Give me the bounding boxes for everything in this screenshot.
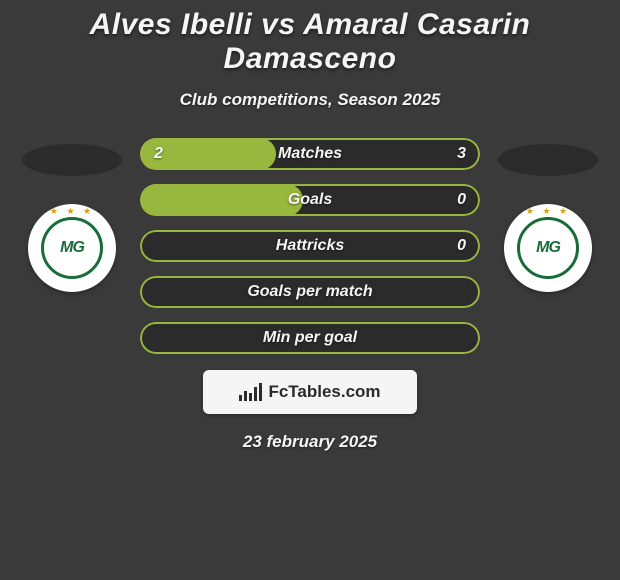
stat-label: Goals per match [247,283,372,301]
subtitle: Club competitions, Season 2025 [0,90,620,110]
stat-right-value: 0 [457,237,466,255]
right-player-ellipse [498,144,598,176]
brand-text: FcTables.com [268,382,380,402]
stat-label: Min per goal [263,329,357,347]
stat-label: Hattricks [276,237,344,255]
right-badge-text: MG [536,239,560,257]
stat-left-value: 2 [154,145,163,163]
stat-label: Matches [278,145,342,163]
page-title: Alves Ibelli vs Amaral Casarin Damasceno [0,8,620,76]
left-club-badge-inner: ★ ★ ★ MG [41,217,103,279]
brand-box[interactable]: FcTables.com [203,370,417,414]
stat-bar: 0 Goals [140,184,480,216]
left-badge-text: MG [60,239,84,257]
main-area: ★ ★ ★ MG 2 3 Matches 0 Goals 0 Hattricks Goals … [0,138,620,354]
left-player-ellipse [22,144,122,176]
right-club-badge-inner: ★ ★ ★ MG [517,217,579,279]
stat-bar: 2 3 Matches [140,138,480,170]
stat-right-value: 0 [457,191,466,209]
stat-right-value: 3 [457,145,466,163]
date-text: 23 february 2025 [0,432,620,452]
right-club-badge: ★ ★ ★ MG [504,204,592,292]
stat-label: Goals [288,191,332,209]
right-player-column: ★ ★ ★ MG [498,138,598,292]
stat-bars: 2 3 Matches 0 Goals 0 Hattricks Goals per match… [140,138,480,354]
right-badge-stars: ★ ★ ★ [526,206,570,217]
stat-bar: 0 Hattricks [140,230,480,262]
left-club-badge: ★ ★ ★ MG [28,204,116,292]
stat-bar-fill [140,184,303,216]
stat-bar: Goals per match [140,276,480,308]
brand-chart-icon [239,383,262,401]
comparison-card: Alves Ibelli vs Amaral Casarin Damasceno… [0,0,620,580]
left-badge-stars: ★ ★ ★ [50,206,94,217]
stat-bar: Min per goal [140,322,480,354]
left-player-column: ★ ★ ★ MG [22,138,122,292]
